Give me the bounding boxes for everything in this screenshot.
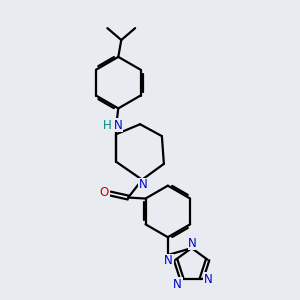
Text: N: N — [114, 119, 123, 132]
Text: N: N — [173, 278, 182, 291]
Text: N: N — [188, 237, 197, 250]
Text: N: N — [164, 254, 173, 267]
Text: N: N — [204, 273, 213, 286]
Text: N: N — [139, 178, 147, 191]
Text: O: O — [100, 186, 109, 199]
Text: H: H — [103, 119, 112, 132]
